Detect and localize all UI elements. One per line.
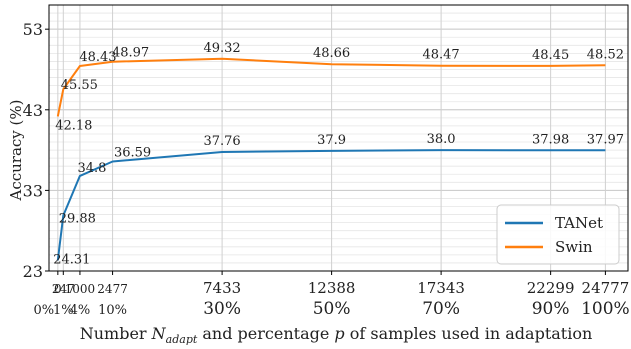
x-percent-label: 1% (53, 303, 74, 318)
x-tick-label: 17343 (417, 279, 465, 297)
data-label-swin: 48.43 (79, 50, 116, 65)
y-tick-label: 33 (23, 181, 43, 200)
x-tick-label: 0 (54, 282, 62, 296)
data-label-swin: 48.97 (112, 46, 149, 61)
x-tick-label: 247 (52, 282, 75, 296)
data-label-swin: 48.47 (422, 48, 459, 63)
x-axis-label-symbol: N (151, 324, 167, 343)
y-tick-label: 53 (23, 20, 43, 39)
data-label-tanet: 36.59 (114, 145, 151, 160)
data-label-tanet: 37.76 (203, 134, 240, 149)
x-tick-label: 1000 (65, 282, 96, 296)
y-tick-label: 43 (23, 101, 43, 120)
x-percent-label: 30% (203, 299, 241, 319)
data-label-swin: 42.18 (55, 118, 92, 133)
data-label-swin: 48.66 (313, 46, 350, 61)
data-label-tanet: 34.8 (77, 161, 106, 176)
y-axis-label: Accuracy (%) (7, 99, 25, 201)
series-layer (56, 57, 606, 261)
y-tick-label: 23 (23, 262, 43, 281)
x-percent-label: 90% (532, 299, 570, 319)
data-label-tanet: 24.31 (53, 252, 90, 267)
data-label-tanet: 37.97 (587, 132, 624, 147)
data-label-swin: 48.45 (532, 48, 569, 63)
legend-entry: Swin (555, 238, 593, 256)
data-label-swin: 49.32 (203, 41, 240, 56)
data-label-tanet: 37.98 (532, 132, 569, 147)
legend-entry: TANet (555, 214, 603, 232)
x-percent-label: 0% (34, 303, 55, 318)
x-tick-label: 24777 (582, 279, 630, 297)
x-percent-label: 4% (70, 303, 91, 318)
x-axis-label: Number Nadapt and percentage p of sample… (80, 324, 593, 345)
data-label-tanet: 38.0 (427, 132, 456, 147)
x-tick-label: 2477 (97, 282, 128, 296)
x-tick-label: 7433 (203, 279, 241, 297)
legend-box (496, 204, 620, 265)
legend: TANet Swin (496, 204, 620, 265)
x-axis-label-p: p (334, 324, 344, 343)
series-line-tanet (56, 149, 606, 261)
x-percent-label: 100% (581, 299, 630, 319)
data-label-tanet: 37.9 (317, 133, 346, 148)
x-axis-label-mid: and percentage (197, 324, 334, 343)
data-label-swin: 45.55 (61, 78, 98, 93)
x-percent-label: 50% (313, 299, 351, 319)
data-labels-layer: 24.31 29.88 34.8 36.59 37.76 37.9 38.0 37.98 37.… (53, 41, 624, 268)
x-axis-label-pre: Number (80, 324, 152, 343)
grid-layer (49, 4, 628, 272)
x-percent-label: 10% (98, 303, 127, 318)
data-label-swin: 48.52 (587, 47, 624, 62)
x-axis-label-subscript: adapt (166, 333, 198, 345)
x-percent-label: 70% (422, 299, 460, 319)
plot-frame (48, 4, 629, 272)
x-axis-label-post: of samples used in adaptation (345, 324, 593, 343)
x-tick-label: 12388 (308, 279, 356, 297)
series-line-swin (56, 57, 606, 117)
x-tick-label: 22299 (527, 279, 575, 297)
data-label-tanet: 29.88 (59, 212, 96, 227)
